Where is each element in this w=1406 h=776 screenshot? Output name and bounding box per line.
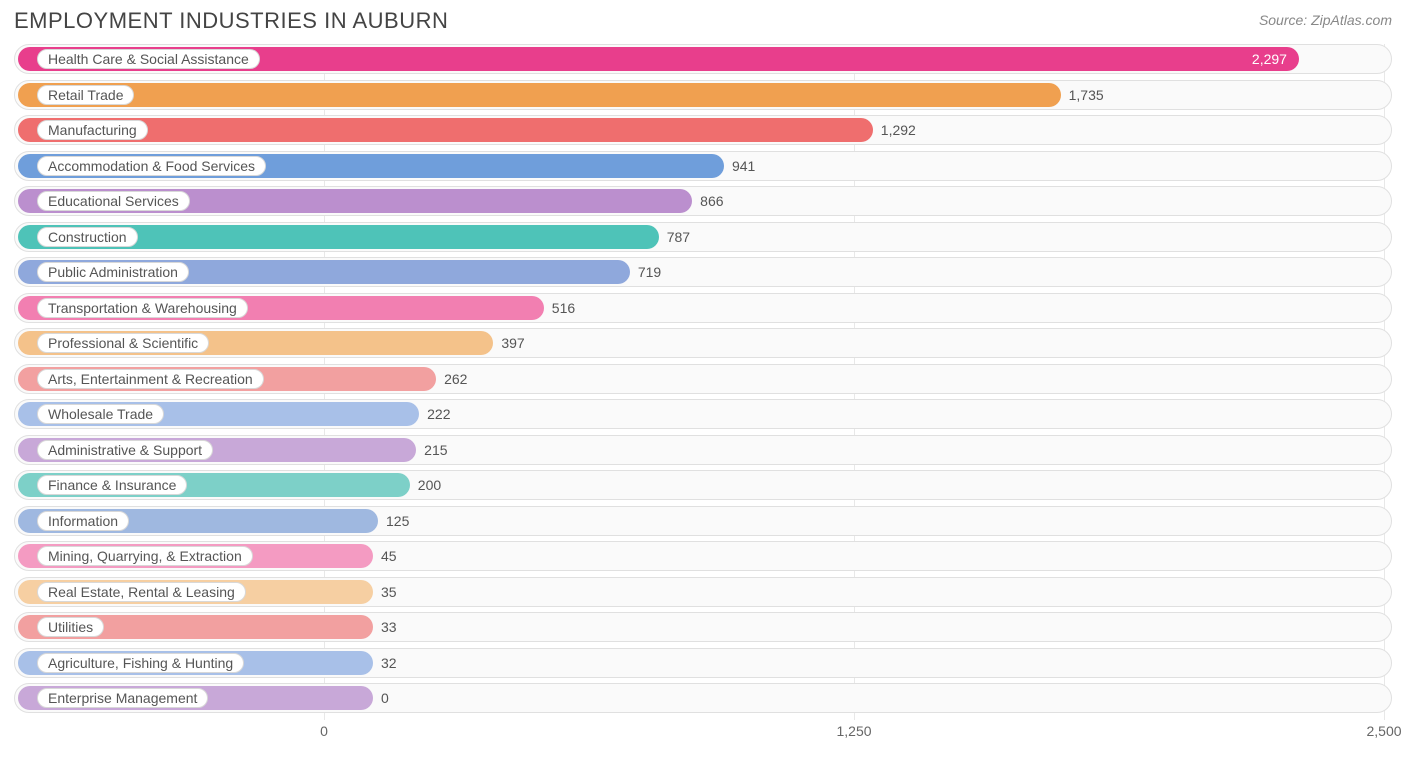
- bar-value: 941: [724, 152, 755, 180]
- bars-container: Health Care & Social Assistance 2,297 Reta…: [14, 44, 1392, 713]
- bar-label: Transportation & Warehousing: [37, 298, 248, 318]
- bar-row: Construction 787: [14, 222, 1392, 252]
- bar-row: Public Administration 719: [14, 257, 1392, 287]
- bar-row: Agriculture, Fishing & Hunting 32: [14, 648, 1392, 678]
- bar-value: 1,735: [1061, 81, 1104, 109]
- bar-label: Utilities: [37, 617, 104, 637]
- bar-value: 32: [373, 649, 397, 677]
- chart-header: EMPLOYMENT INDUSTRIES IN AUBURN Source: …: [14, 8, 1392, 34]
- x-tick: 0: [320, 723, 328, 739]
- bar-value: 45: [373, 542, 397, 570]
- bar-row: Real Estate, Rental & Leasing 35: [14, 577, 1392, 607]
- bar-value: 516: [544, 294, 575, 322]
- x-tick: 1,250: [836, 723, 871, 739]
- bar-row: Enterprise Management 0: [14, 683, 1392, 713]
- bar-label: Retail Trade: [37, 85, 134, 105]
- bar-row: Manufacturing 1,292: [14, 115, 1392, 145]
- bar-value: 2,297: [1244, 45, 1287, 73]
- bar-label: Professional & Scientific: [37, 333, 209, 353]
- bar-label: Finance & Insurance: [37, 475, 187, 495]
- bar-value: 262: [436, 365, 467, 393]
- bar-label: Educational Services: [37, 191, 190, 211]
- bar-value: 1,292: [873, 116, 916, 144]
- bar-row: Educational Services 866: [14, 186, 1392, 216]
- bar-row: Wholesale Trade 222: [14, 399, 1392, 429]
- bar-value: 866: [692, 187, 723, 215]
- bar-label: Real Estate, Rental & Leasing: [37, 582, 246, 602]
- bar-row: Professional & Scientific 397: [14, 328, 1392, 358]
- bar-row: Transportation & Warehousing 516: [14, 293, 1392, 323]
- bar-value: 222: [419, 400, 450, 428]
- bar-value: 787: [659, 223, 690, 251]
- bar-value: 0: [373, 684, 389, 712]
- chart-source: Source: ZipAtlas.com: [1259, 12, 1392, 28]
- bar-row: Mining, Quarrying, & Extraction 45: [14, 541, 1392, 571]
- bar-label: Accommodation & Food Services: [37, 156, 266, 176]
- bar-row: Retail Trade 1,735: [14, 80, 1392, 110]
- chart-area: Health Care & Social Assistance 2,297 Reta…: [14, 44, 1392, 744]
- bar-value: 719: [630, 258, 661, 286]
- bar-value: 33: [373, 613, 397, 641]
- bar-label: Construction: [37, 227, 138, 247]
- bar-label: Administrative & Support: [37, 440, 213, 460]
- bar-row: Arts, Entertainment & Recreation 262: [14, 364, 1392, 394]
- bar-label: Manufacturing: [37, 120, 148, 140]
- bar-fill: [18, 83, 1061, 107]
- x-tick: 2,500: [1366, 723, 1401, 739]
- bar-label: Arts, Entertainment & Recreation: [37, 369, 264, 389]
- bar-row: Health Care & Social Assistance 2,297: [14, 44, 1392, 74]
- bar-label: Health Care & Social Assistance: [37, 49, 260, 69]
- bar-row: Finance & Insurance 200: [14, 470, 1392, 500]
- bar-value: 397: [493, 329, 524, 357]
- bar-label: Information: [37, 511, 129, 531]
- bar-value: 215: [416, 436, 447, 464]
- bar-row: Accommodation & Food Services 941: [14, 151, 1392, 181]
- bar-value: 35: [373, 578, 397, 606]
- bar-value: 200: [410, 471, 441, 499]
- x-axis: 01,2502,500: [14, 719, 1392, 743]
- bar-row: Utilities 33: [14, 612, 1392, 642]
- bar-row: Information 125: [14, 506, 1392, 536]
- bar-label: Wholesale Trade: [37, 404, 164, 424]
- bar-row: Administrative & Support 215: [14, 435, 1392, 465]
- bar-label: Enterprise Management: [37, 688, 208, 708]
- chart-title: EMPLOYMENT INDUSTRIES IN AUBURN: [14, 8, 448, 34]
- bar-value: 125: [378, 507, 409, 535]
- bar-label: Mining, Quarrying, & Extraction: [37, 546, 253, 566]
- bar-label: Agriculture, Fishing & Hunting: [37, 653, 244, 673]
- bar-label: Public Administration: [37, 262, 189, 282]
